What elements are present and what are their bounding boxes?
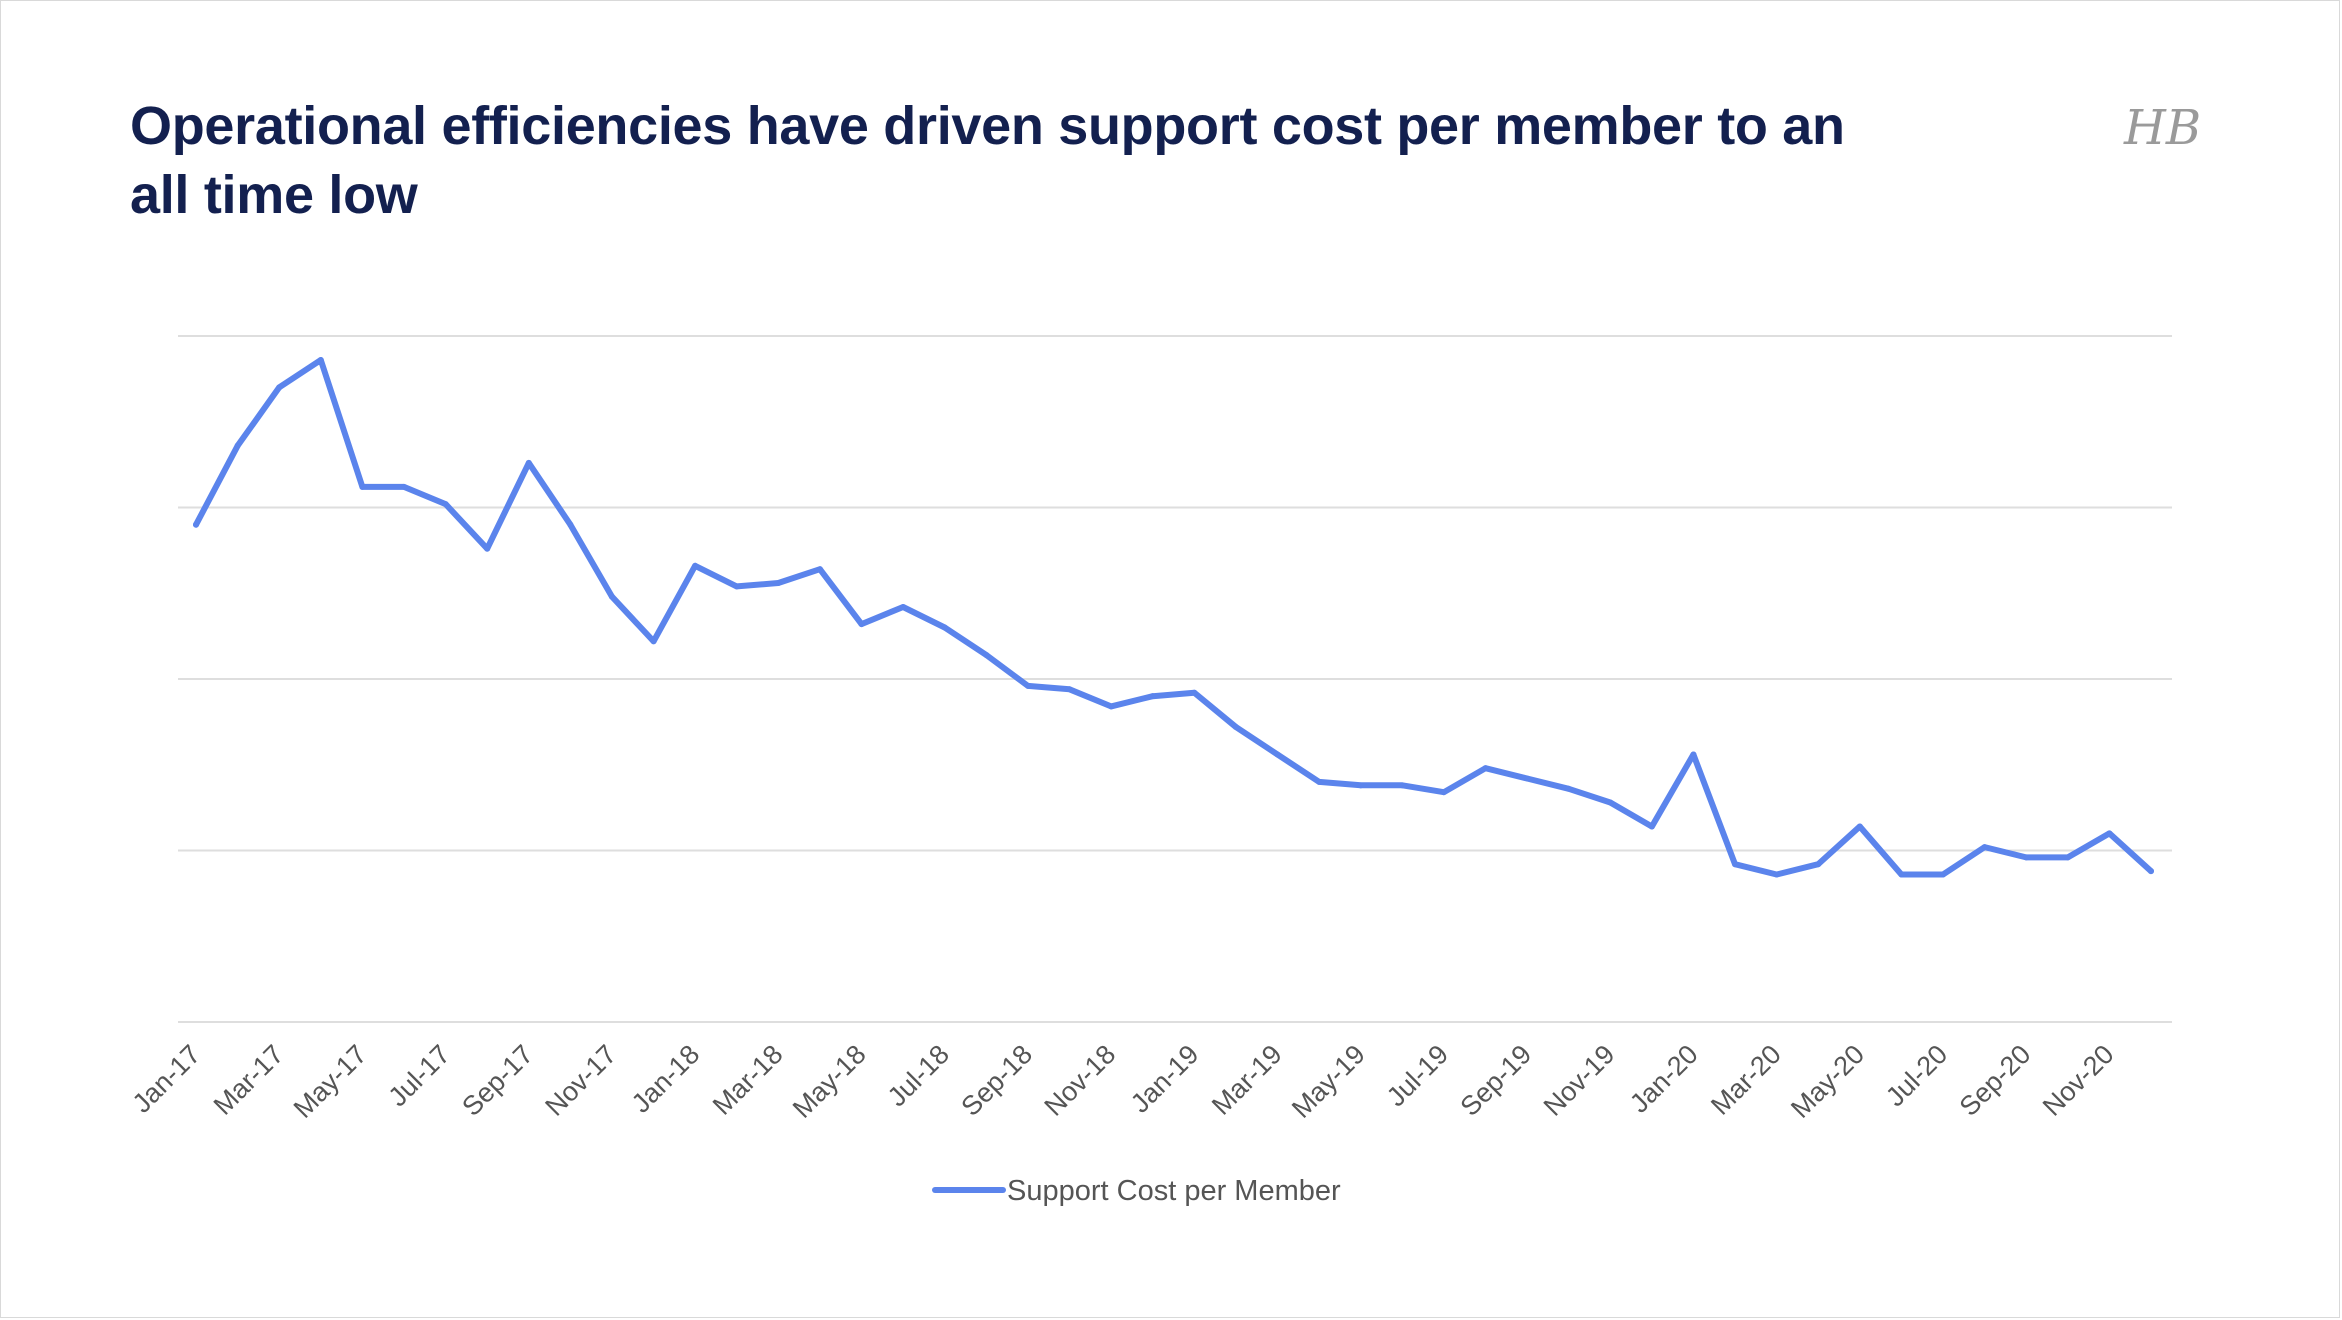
legend: Support Cost per Member bbox=[932, 1175, 1341, 1207]
data-point bbox=[1565, 785, 1572, 792]
data-point bbox=[1815, 861, 1822, 868]
data-point bbox=[484, 545, 491, 552]
x-tick-label: Sep-20 bbox=[1954, 1039, 2037, 1122]
data-point bbox=[1940, 871, 1947, 878]
data-point bbox=[442, 501, 449, 508]
data-point bbox=[1440, 789, 1447, 796]
data-point bbox=[1274, 751, 1281, 758]
x-tick-label: Jan-17 bbox=[127, 1039, 207, 1119]
x-tick-label: Sep-17 bbox=[456, 1039, 539, 1122]
data-point bbox=[1524, 775, 1531, 782]
data-point bbox=[525, 459, 532, 466]
hb-logo-icon: HB bbox=[2123, 100, 2201, 156]
data-point bbox=[1108, 703, 1115, 710]
data-point bbox=[1482, 765, 1489, 772]
x-tick-label: Mar-17 bbox=[208, 1039, 290, 1121]
x-tick-label: May-20 bbox=[1785, 1039, 1870, 1124]
x-tick-label: May-18 bbox=[787, 1039, 872, 1124]
data-point bbox=[650, 638, 657, 645]
slide-title: Operational efficiencies have driven sup… bbox=[130, 96, 1845, 225]
logo-text: HB bbox=[2123, 100, 2201, 156]
data-point bbox=[234, 442, 241, 449]
data-point bbox=[692, 562, 699, 569]
data-point bbox=[193, 521, 199, 528]
gridlines bbox=[178, 335, 2172, 1023]
x-tick-label: Jan-18 bbox=[626, 1039, 706, 1119]
legend-label: Support Cost per Member bbox=[1007, 1175, 1341, 1207]
x-tick-label: May-19 bbox=[1286, 1039, 1371, 1124]
data-point bbox=[1357, 782, 1364, 789]
data-point bbox=[1856, 823, 1863, 830]
x-tick-label: May-17 bbox=[288, 1039, 373, 1124]
x-tick-label: Nov-17 bbox=[539, 1039, 622, 1122]
data-point bbox=[608, 593, 615, 600]
data-point bbox=[359, 483, 366, 490]
x-tick-label: Nov-19 bbox=[1538, 1039, 1621, 1122]
data-point bbox=[2064, 854, 2071, 861]
data-point bbox=[1191, 689, 1198, 696]
x-tick-label: Jan-19 bbox=[1125, 1039, 1205, 1119]
data-point bbox=[1690, 751, 1697, 758]
data-point bbox=[1149, 693, 1156, 700]
data-point bbox=[2106, 830, 2113, 837]
x-tick-label: Nov-20 bbox=[2037, 1039, 2120, 1122]
data-point bbox=[1024, 682, 1031, 689]
x-tick-label: Sep-18 bbox=[955, 1039, 1038, 1122]
x-tick-label: Jan-20 bbox=[1624, 1039, 1704, 1119]
x-tick-label: Nov-18 bbox=[1039, 1039, 1122, 1122]
data-point bbox=[941, 624, 948, 631]
data-point bbox=[1648, 823, 1655, 830]
data-point bbox=[1981, 844, 1988, 851]
data-point bbox=[1898, 871, 1905, 878]
data-point bbox=[1399, 782, 1406, 789]
data-point bbox=[983, 651, 990, 658]
x-tick-label: Jul-18 bbox=[882, 1039, 955, 1112]
data-point bbox=[816, 566, 823, 573]
data-point bbox=[775, 579, 782, 586]
data-point bbox=[276, 384, 283, 391]
data-point bbox=[733, 583, 740, 590]
data-point bbox=[900, 603, 907, 610]
series-line-support-cost-per-member bbox=[193, 357, 2154, 878]
x-tick-label: Mar-19 bbox=[1206, 1039, 1288, 1121]
data-point bbox=[1773, 871, 1780, 878]
data-point bbox=[1316, 778, 1323, 785]
data-point bbox=[317, 357, 324, 364]
data-point bbox=[1066, 686, 1073, 693]
data-point bbox=[1732, 861, 1739, 868]
x-tick-label: Mar-20 bbox=[1705, 1039, 1787, 1121]
data-point bbox=[858, 621, 865, 628]
x-tick-label: Mar-18 bbox=[707, 1039, 789, 1121]
data-point bbox=[1232, 724, 1239, 731]
x-tick-label: Sep-19 bbox=[1455, 1039, 1538, 1122]
series-layer bbox=[193, 357, 2154, 878]
data-point bbox=[567, 521, 574, 528]
data-point bbox=[2148, 868, 2154, 875]
data-point bbox=[400, 483, 407, 490]
x-tick-label: Jul-20 bbox=[1880, 1039, 1953, 1112]
data-point bbox=[1607, 799, 1614, 806]
x-tick-label: Jul-19 bbox=[1381, 1039, 1454, 1112]
x-tick-label: Jul-17 bbox=[383, 1039, 456, 1112]
data-point bbox=[2023, 854, 2030, 861]
